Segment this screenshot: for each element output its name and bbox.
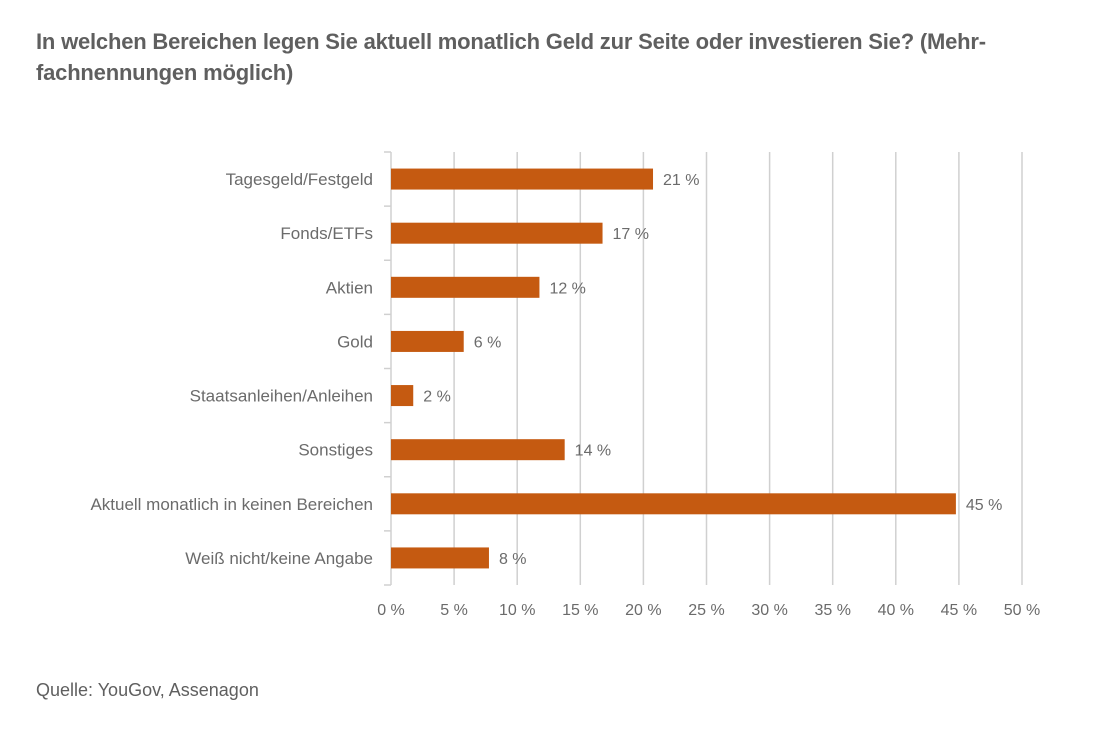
bar [391,276,540,298]
category-label: Tagesgeld/Festgeld [226,170,373,189]
data-label: 2 % [423,389,451,406]
x-tick-label: 5 % [440,602,468,619]
chart-title-line-2: fachnennungen möglich) [36,60,294,85]
x-tick-label: 35 % [814,602,850,619]
bar [391,547,489,569]
bar [391,385,414,407]
data-label: 6 % [474,334,502,351]
chart-title: In welchen Bereichen legen Sie aktuell m… [36,26,1076,88]
category-label: Weiß nicht/keine Angabe [185,549,373,568]
bar [391,493,956,515]
x-tick-label: 10 % [499,602,535,619]
value-labels: 21 % 17 % 12 % 6 % 2 % 14 % 45 % 8 % [423,172,1002,568]
data-label: 14 % [575,443,611,460]
bar [391,330,464,352]
x-tick-label: 30 % [751,602,787,619]
category-labels: Tagesgeld/Festgeld Fonds/ETFs Aktien Gold St… [90,170,373,568]
x-tick-label: 40 % [878,602,914,619]
category-label: Fonds/ETFs [280,224,373,243]
category-label: Aktien [326,278,373,297]
data-label: 12 % [549,280,585,297]
bars [391,168,956,569]
bar [391,168,654,190]
category-label: Gold [337,332,373,351]
source-note: Quelle: YouGov, Assenagon [36,680,259,700]
category-label: Staatsanleihen/Anleihen [190,387,373,406]
category-label: Aktuell monatlich in keinen Bereichen [90,495,373,514]
category-label: Sonstiges [298,441,373,460]
x-tick-label: 15 % [562,602,598,619]
x-tick-label: 20 % [625,602,661,619]
data-label: 8 % [499,551,527,568]
y-axis [384,151,392,586]
x-tick-label: 45 % [941,602,977,619]
bar [391,439,565,461]
x-tick-label: 25 % [688,602,724,619]
data-label: 17 % [613,226,649,243]
x-tick-label: 50 % [1004,602,1040,619]
gridlines [453,152,1023,585]
data-label: 45 % [966,497,1002,514]
x-axis-tick-labels: 0 % 5 % 10 % 15 % 20 % 25 % 30 % 35 % 40 % 45 % 50… [377,602,1040,619]
bar [391,222,603,244]
chart-title-line-1: In welchen Bereichen legen Sie aktuell m… [36,29,986,54]
data-label: 21 % [663,172,699,189]
x-tick-label: 0 % [377,602,405,619]
